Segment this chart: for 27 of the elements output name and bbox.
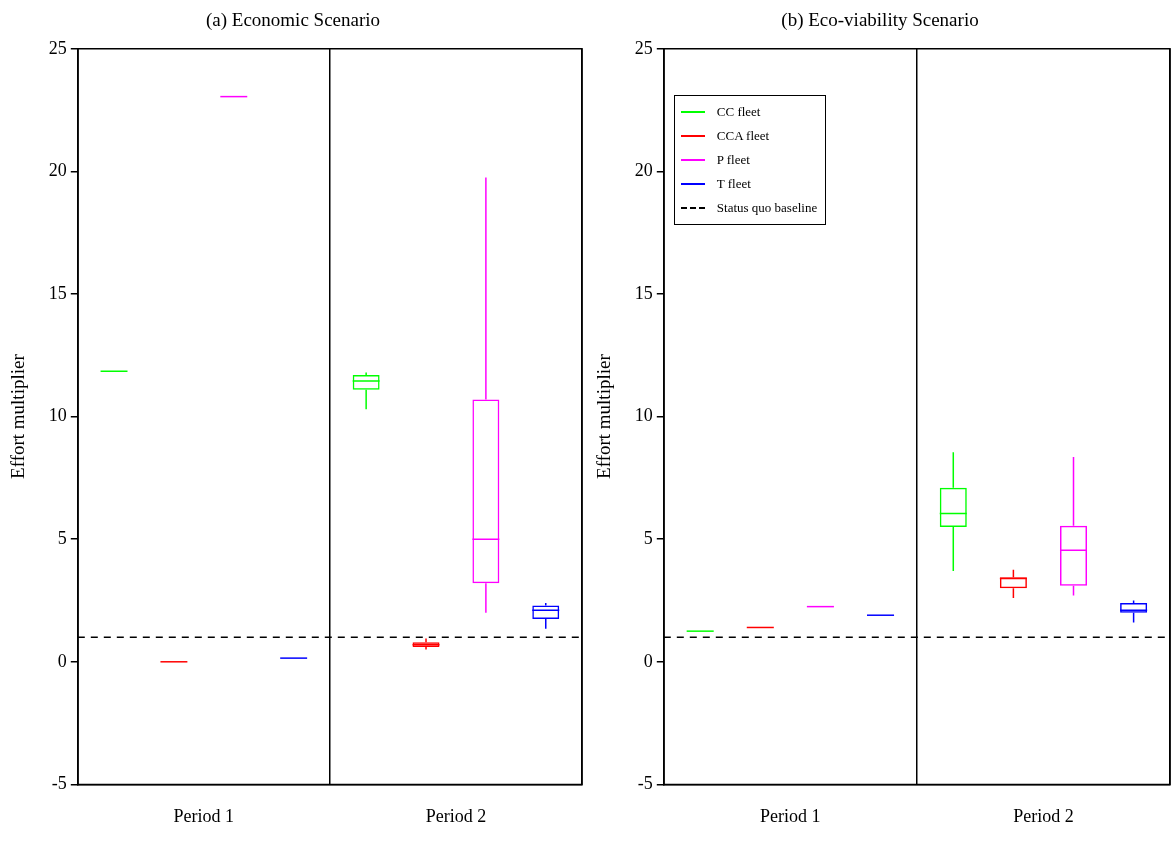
y-tick-label: 15 xyxy=(48,282,67,303)
y-tick-label: 5 xyxy=(643,527,653,548)
chart-title: (a) Economic Scenario xyxy=(205,9,381,32)
y-tick-label: 25 xyxy=(48,37,67,58)
y-tick-label: 0 xyxy=(57,650,67,671)
x-tick-label: Period 2 xyxy=(425,805,487,826)
y-tick-label: 0 xyxy=(643,650,653,671)
legend-label: CCA fleet xyxy=(716,126,770,145)
y-tick-label: 20 xyxy=(634,160,653,181)
y-tick-label: 10 xyxy=(48,405,67,426)
y-axis-title: Effort multiplier xyxy=(593,353,615,479)
x-tick-label: Period 2 xyxy=(1013,805,1074,826)
y-tick-label: 5 xyxy=(57,527,67,548)
y-tick-label: 25 xyxy=(634,37,653,58)
chart-title: (b) Eco-viability Scenario xyxy=(781,9,979,32)
y-axis-title: Effort multiplier xyxy=(7,353,29,479)
legend-label: Status quo baseline xyxy=(716,198,818,217)
y-tick-label: -5 xyxy=(51,773,67,794)
legend-label: P fleet xyxy=(716,150,750,169)
y-tick-label: 15 xyxy=(634,282,653,303)
y-tick-label: 20 xyxy=(48,160,67,181)
legend-label: T fleet xyxy=(716,174,751,193)
y-tick-label: -5 xyxy=(637,773,653,794)
x-tick-label: Period 1 xyxy=(760,805,821,826)
legend-label: CC fleet xyxy=(716,102,761,121)
y-tick-label: 10 xyxy=(634,405,653,426)
x-tick-label: Period 1 xyxy=(173,805,235,826)
